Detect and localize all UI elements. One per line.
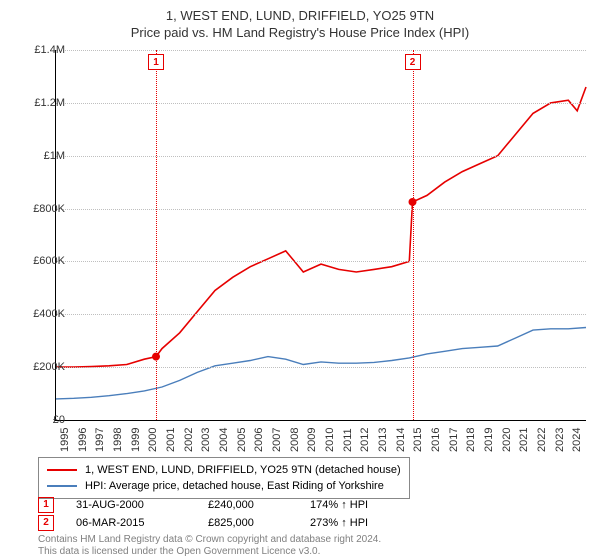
event-marker: 2 <box>38 515 54 531</box>
chart-container: 1, WEST END, LUND, DRIFFIELD, YO25 9TN P… <box>0 0 600 560</box>
x-axis-label: 2023 <box>554 428 566 452</box>
x-axis-label: 2016 <box>430 428 442 452</box>
gridline-h <box>56 50 586 51</box>
series-price <box>56 87 586 367</box>
x-axis-label: 2022 <box>536 428 548 452</box>
gridline-h <box>56 209 586 210</box>
x-axis-label: 2003 <box>200 428 212 452</box>
y-axis-label: £400K <box>15 308 65 320</box>
event-price: £825,000 <box>208 514 288 532</box>
x-axis-label: 2008 <box>289 428 301 452</box>
x-axis-label: 2009 <box>306 428 318 452</box>
x-axis-label: 2015 <box>412 428 424 452</box>
event-date: 31-AUG-2000 <box>76 496 186 514</box>
y-axis-label: £0 <box>15 414 65 426</box>
x-axis-label: 2024 <box>571 428 583 452</box>
x-axis-label: 1996 <box>77 428 89 452</box>
event-row: 1 31-AUG-2000 £240,000 174% ↑ HPI <box>38 496 368 514</box>
legend-box: 1, WEST END, LUND, DRIFFIELD, YO25 9TN (… <box>38 457 410 499</box>
marker-badge: 2 <box>405 54 421 70</box>
y-axis-label: £200K <box>15 361 65 373</box>
y-axis-label: £1.4M <box>15 44 65 56</box>
chart-svg <box>56 50 586 420</box>
event-pct: 174% ↑ HPI <box>310 496 368 514</box>
x-axis-label: 2018 <box>465 428 477 452</box>
x-axis-label: 2010 <box>324 428 336 452</box>
event-date: 06-MAR-2015 <box>76 514 186 532</box>
x-axis-label: 2020 <box>501 428 513 452</box>
x-axis-label: 2014 <box>395 428 407 452</box>
x-axis-label: 2017 <box>448 428 460 452</box>
marker-line <box>156 50 157 420</box>
footer-text: Contains HM Land Registry data © Crown c… <box>38 534 381 558</box>
chart-area: 12 <box>55 50 586 421</box>
event-marker: 1 <box>38 497 54 513</box>
legend-label: 1, WEST END, LUND, DRIFFIELD, YO25 9TN (… <box>85 462 401 478</box>
x-axis-label: 2012 <box>359 428 371 452</box>
series-hpi <box>56 328 586 399</box>
x-axis-label: 2001 <box>165 428 177 452</box>
x-axis-label: 2021 <box>518 428 530 452</box>
gridline-h <box>56 261 586 262</box>
legend-label: HPI: Average price, detached house, East… <box>85 478 384 494</box>
x-axis-label: 2005 <box>236 428 248 452</box>
x-axis-label: 2019 <box>483 428 495 452</box>
gridline-h <box>56 103 586 104</box>
y-axis-label: £600K <box>15 255 65 267</box>
footer-line2: This data is licensed under the Open Gov… <box>38 546 381 558</box>
gridline-h <box>56 367 586 368</box>
gridline-h <box>56 314 586 315</box>
x-axis-label: 1999 <box>130 428 142 452</box>
x-axis-label: 2004 <box>218 428 230 452</box>
marker-line <box>413 50 414 420</box>
title-sub: Price paid vs. HM Land Registry's House … <box>0 25 600 40</box>
event-price: £240,000 <box>208 496 288 514</box>
marker-badge: 1 <box>148 54 164 70</box>
footer-line1: Contains HM Land Registry data © Crown c… <box>38 534 381 546</box>
event-pct: 273% ↑ HPI <box>310 514 368 532</box>
title-block: 1, WEST END, LUND, DRIFFIELD, YO25 9TN P… <box>0 0 600 40</box>
x-axis-label: 2013 <box>377 428 389 452</box>
y-axis-label: £1M <box>15 150 65 162</box>
legend-row: 1, WEST END, LUND, DRIFFIELD, YO25 9TN (… <box>47 462 401 478</box>
events-table: 1 31-AUG-2000 £240,000 174% ↑ HPI 2 06-MAR-20… <box>38 496 368 532</box>
x-axis-label: 1997 <box>94 428 106 452</box>
x-axis-label: 2000 <box>147 428 159 452</box>
gridline-h <box>56 156 586 157</box>
legend-swatch <box>47 485 77 487</box>
x-axis-label: 2002 <box>183 428 195 452</box>
title-main: 1, WEST END, LUND, DRIFFIELD, YO25 9TN <box>0 8 600 23</box>
y-axis-label: £1.2M <box>15 97 65 109</box>
legend-row: HPI: Average price, detached house, East… <box>47 478 401 494</box>
x-axis-label: 2011 <box>342 428 354 452</box>
legend-swatch <box>47 469 77 471</box>
x-axis-label: 1998 <box>112 428 124 452</box>
x-axis-label: 2007 <box>271 428 283 452</box>
y-axis-label: £800K <box>15 203 65 215</box>
x-axis-label: 2006 <box>253 428 265 452</box>
event-row: 2 06-MAR-2015 £825,000 273% ↑ HPI <box>38 514 368 532</box>
x-axis-label: 1995 <box>59 428 71 452</box>
